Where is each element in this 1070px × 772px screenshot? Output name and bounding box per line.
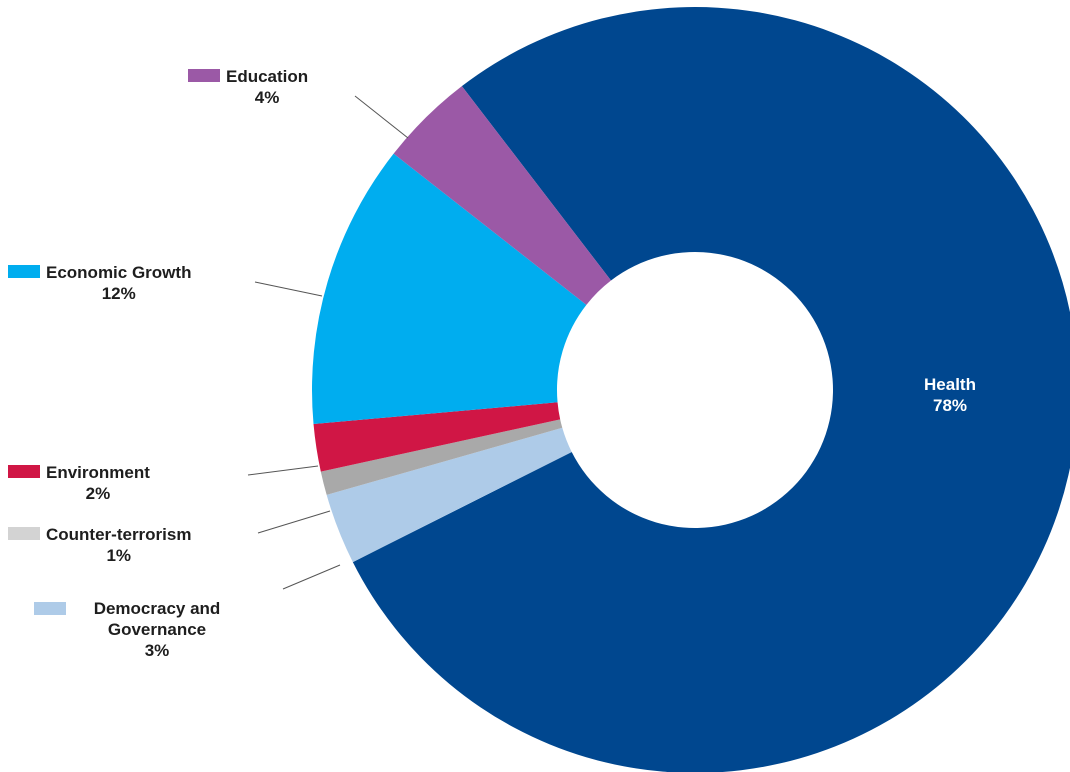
slice-counter-terrorism xyxy=(320,419,563,495)
leader-counter-terrorism xyxy=(257,510,331,534)
legend-swatch-environment xyxy=(8,465,40,479)
legend-swatch-democracy-governance xyxy=(34,602,66,615)
slice-health xyxy=(352,7,1070,772)
slice-education xyxy=(393,86,611,305)
legend-swatch-education xyxy=(188,69,220,83)
label-counter-terrorism-name: Counter-terrorism xyxy=(46,525,192,544)
leader-environment xyxy=(247,465,319,476)
label-democracy-governance-name: Democracy and Governance xyxy=(93,599,221,639)
label-education-name: Education xyxy=(226,67,309,86)
label-economic-growth-value: 12% xyxy=(101,284,136,303)
label-economic-growth-name: Economic Growth xyxy=(46,263,192,282)
label-democracy-governance-value: 3% xyxy=(144,641,170,660)
leader-economic-growth xyxy=(254,281,323,297)
label-democracy-governance: Democracy and Governance 3% xyxy=(34,598,242,661)
label-health: Health 78% xyxy=(905,374,995,416)
legend-swatch-economic-growth xyxy=(8,265,40,279)
label-health-value: 78% xyxy=(932,396,968,415)
leader-education xyxy=(354,95,409,139)
label-education-value: 4% xyxy=(254,88,280,107)
label-environment: Environment 2% xyxy=(8,462,150,504)
slice-economic-growth xyxy=(312,153,587,425)
label-environment-value: 2% xyxy=(85,484,111,503)
legend-swatch-counter-terrorism xyxy=(8,527,40,541)
label-counter-terrorism: Counter-terrorism 1% xyxy=(8,524,191,566)
label-counter-terrorism-value: 1% xyxy=(106,546,132,565)
label-environment-name: Environment xyxy=(46,463,150,482)
label-health-name: Health xyxy=(924,375,976,394)
label-economic-growth: Economic Growth 12% xyxy=(8,262,191,304)
leader-democracy-governance xyxy=(282,564,341,590)
label-education: Education 4% xyxy=(188,66,308,108)
slice-democracy-and-governance xyxy=(326,427,572,563)
slice-environment xyxy=(313,402,561,472)
